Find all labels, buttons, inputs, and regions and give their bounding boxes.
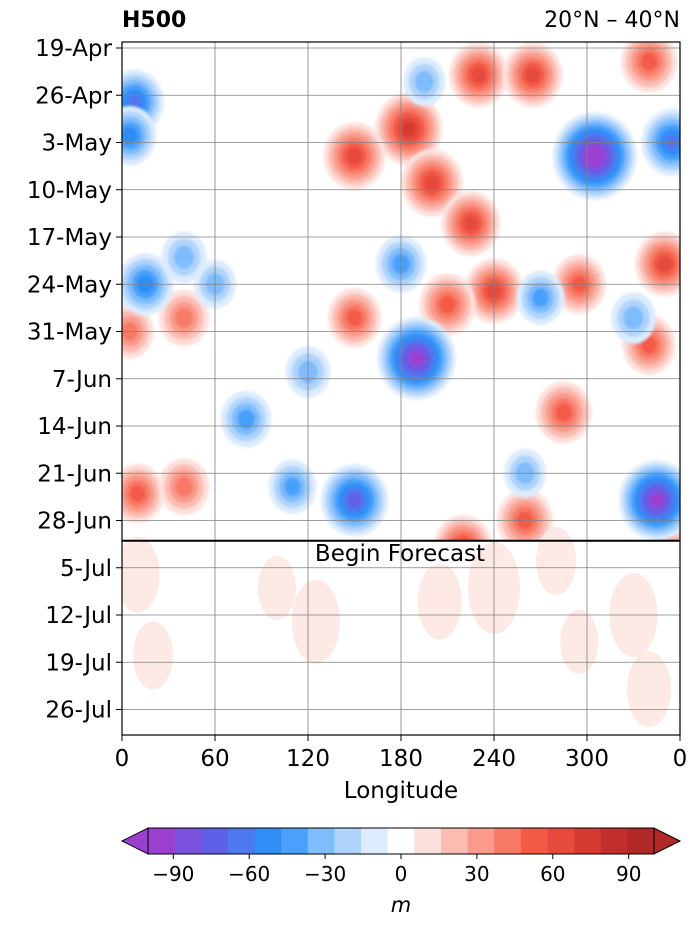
colorbar-extend-low <box>120 827 149 855</box>
forecast-feature <box>291 579 340 664</box>
y-tick-label: 19-Jul <box>45 650 112 676</box>
forecast-label: Begin Forecast <box>315 541 485 567</box>
anomaly-feature <box>535 381 592 444</box>
anomaly-feature <box>323 122 386 190</box>
colorbar-tick-label: −30 <box>304 862 346 886</box>
anomaly-feature <box>419 273 476 336</box>
anomaly-field <box>122 42 680 735</box>
colorbar-segment <box>201 828 229 854</box>
y-tick-label: 26-Apr <box>35 83 112 109</box>
anomaly-feature <box>327 288 382 348</box>
colorbar-segment <box>227 828 255 854</box>
anomaly-feature <box>377 317 456 400</box>
y-tick-label: 31-May <box>27 320 112 346</box>
anomaly-feature <box>503 42 563 108</box>
y-tick-label: 7-Jun <box>52 367 112 393</box>
colorbar-segment <box>281 828 309 854</box>
colorbar-tick-label: 90 <box>616 862 641 886</box>
anomaly-feature <box>611 292 656 344</box>
x-tick-label: 0 <box>115 746 130 772</box>
y-tick-label: 28-Jun <box>37 509 112 535</box>
colorbar-segment <box>307 828 335 854</box>
y-tick-label: 14-Jun <box>37 414 112 440</box>
y-tick-label: 19-Apr <box>35 36 112 62</box>
anomaly-feature <box>441 191 501 256</box>
anomaly-feature <box>320 464 389 537</box>
y-tick-label: 26-Jul <box>45 698 112 724</box>
y-tick-label: 21-Jun <box>37 461 112 487</box>
x-tick-label: 60 <box>200 746 229 772</box>
forecast-feature <box>258 556 296 620</box>
forecast-feature <box>627 651 671 728</box>
anomaly-feature <box>449 42 508 108</box>
y-tick-label: 17-May <box>27 225 112 251</box>
colorbar-tick-label: −60 <box>228 862 270 886</box>
colorbar-segment <box>174 828 202 854</box>
colorbar-extend-high <box>653 827 682 855</box>
chart-title-left: H500 <box>122 8 187 33</box>
colorbar-segment <box>547 828 575 854</box>
anomaly-feature <box>268 459 317 514</box>
anomaly-feature <box>122 463 165 524</box>
anomaly-feature <box>158 458 210 516</box>
colorbar: −90 −60 −30 0 30 60 90 m <box>120 827 682 917</box>
chart-title-right: 20°N – 40°N <box>544 8 680 33</box>
x-tick-label: 240 <box>472 746 516 772</box>
y-tick-label: 24-May <box>27 272 112 298</box>
anomaly-feature <box>220 390 272 448</box>
colorbar-tick-label: 0 <box>395 862 408 886</box>
anomaly-feature <box>552 112 637 200</box>
colorbar-segment <box>467 828 495 854</box>
colorbar-segment <box>627 828 655 854</box>
y-tick-label: 5-Jul <box>60 556 112 582</box>
colorbar-segment <box>361 828 389 854</box>
colorbar-segment <box>387 828 415 854</box>
y-tick-label: 3-May <box>42 131 112 157</box>
x-axis-label: Longitude <box>344 778 458 804</box>
anomaly-feature <box>403 57 446 107</box>
forecast-feature <box>133 621 173 690</box>
colorbar-tick-label: 30 <box>464 862 489 886</box>
y-tick-label: 10-May <box>27 178 112 204</box>
forecast-feature <box>560 610 599 674</box>
colorbar-segment <box>334 828 362 854</box>
colorbar-segment <box>494 828 522 854</box>
colorbar-segment <box>254 828 282 854</box>
x-tick-label: 0 <box>673 746 688 772</box>
forecast-feature <box>122 536 160 613</box>
anomaly-feature <box>618 460 680 541</box>
colorbar-segment <box>148 828 176 854</box>
colorbar-tick-label: −90 <box>152 862 194 886</box>
anomaly-feature <box>635 231 680 297</box>
anomaly-feature <box>158 289 210 347</box>
colorbar-tick-label: 60 <box>540 862 565 886</box>
x-tick-label: 180 <box>379 746 423 772</box>
colorbar-segment <box>600 828 628 854</box>
anomaly-feature <box>516 270 565 325</box>
forecast-feature <box>536 527 576 595</box>
x-tick-label: 120 <box>286 746 330 772</box>
colorbar-segment <box>414 828 442 854</box>
y-tick-label: 12-Jul <box>45 603 112 629</box>
colorbar-segment <box>440 828 468 854</box>
colorbar-label: m <box>391 893 411 917</box>
forecast-feature <box>417 563 462 640</box>
anomaly-feature <box>161 231 207 284</box>
colorbar-segment <box>520 828 548 854</box>
anomaly-feature <box>621 42 677 93</box>
x-tick-label: 300 <box>565 746 609 772</box>
colorbar-segment <box>574 828 602 854</box>
